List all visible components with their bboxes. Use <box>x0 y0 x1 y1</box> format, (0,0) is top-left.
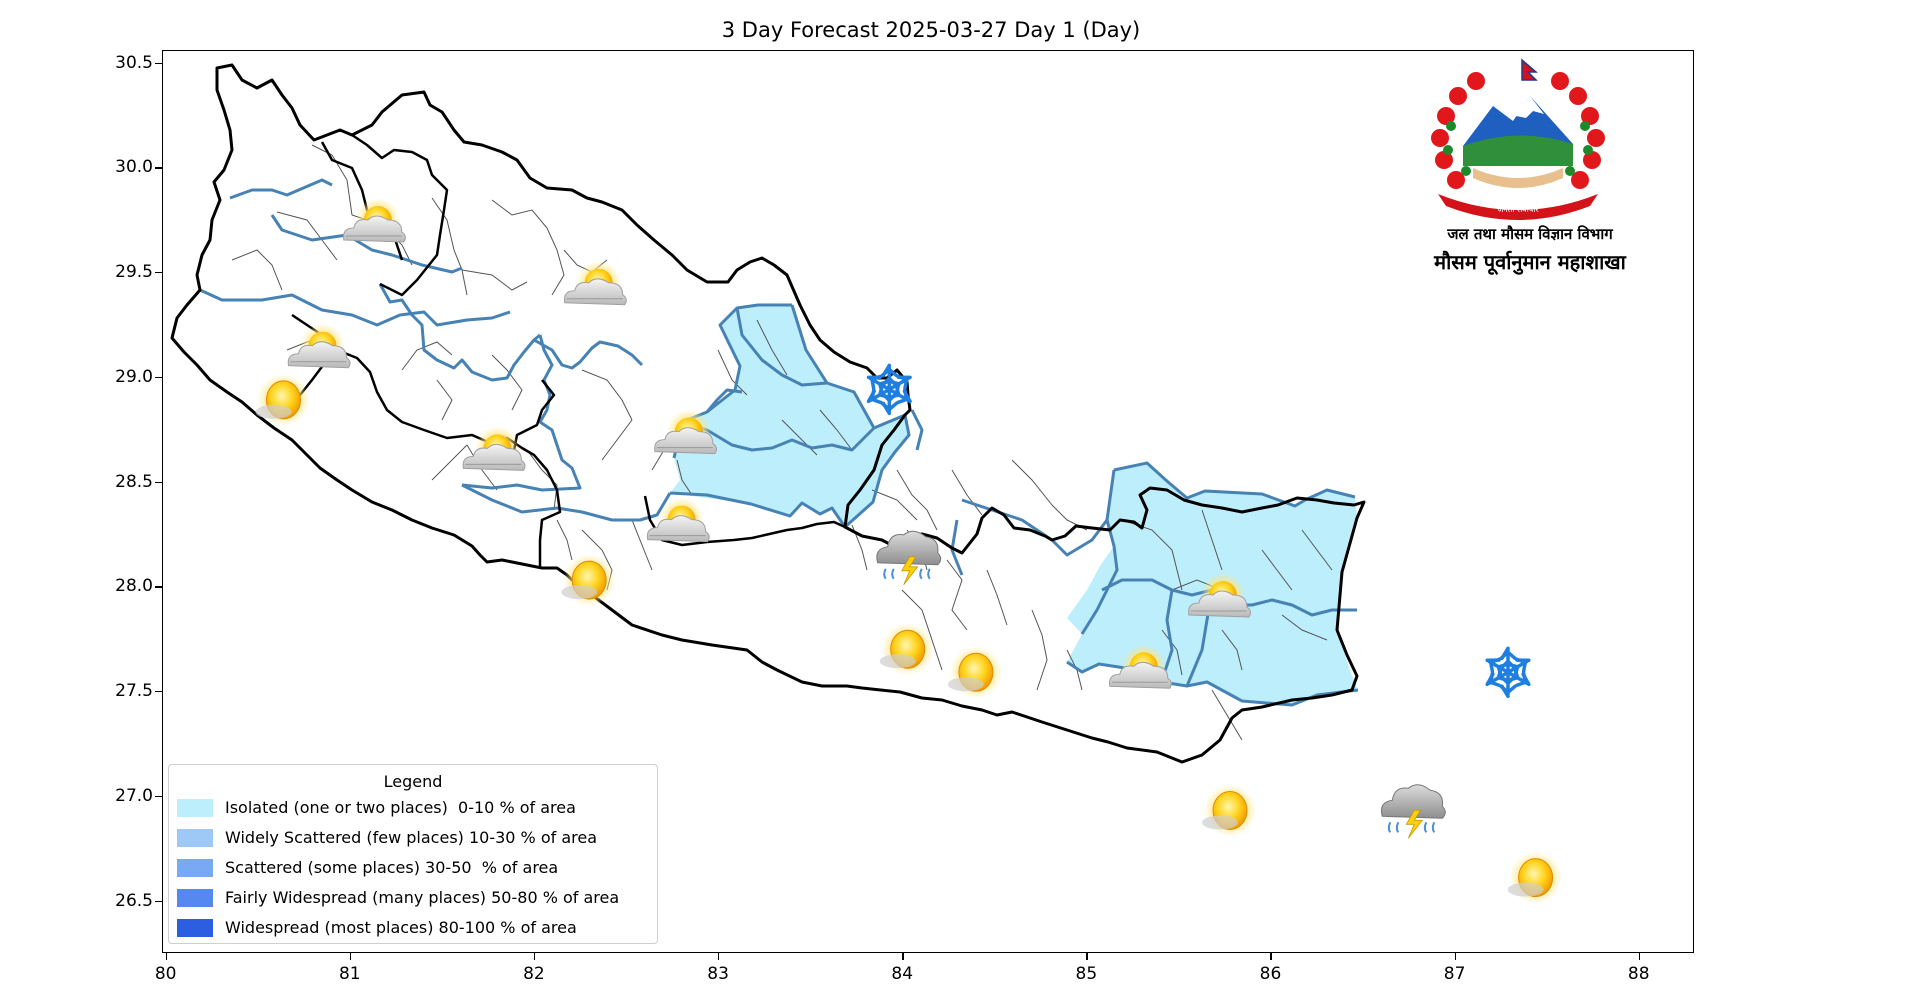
y-tick-mark <box>155 586 162 588</box>
y-tick-mark <box>155 795 162 798</box>
legend-label: Scattered (some places) 30-50 % of area <box>225 858 559 877</box>
forecast-region-gandaki <box>670 305 909 527</box>
sun-icon <box>947 646 1002 699</box>
y-tick-mark <box>155 272 162 274</box>
province-boundaries <box>199 178 1359 707</box>
wreath-flowers <box>1431 72 1605 189</box>
x-tick-mark <box>1270 953 1272 960</box>
y-tick-label: 29.0 <box>115 366 153 387</box>
y-tick-mark <box>155 167 162 169</box>
partly-cloudy-icon <box>1109 644 1172 689</box>
legend-swatch <box>177 829 213 847</box>
y-tick-label: 27.0 <box>115 785 153 806</box>
emblem-mountain <box>1463 96 1573 146</box>
legend: Legend Isolated (one or two places) 0-10… <box>168 764 658 944</box>
x-tick-mark <box>1454 953 1457 960</box>
branch-name: मौसम पूर्वानुमान महाशाखा <box>1434 250 1626 274</box>
legend-label: Widespread (most places) 80-100 % of are… <box>225 918 577 937</box>
y-tick-mark <box>155 481 162 483</box>
partly-cloudy-icon <box>646 497 710 543</box>
x-tick-mark <box>902 953 904 960</box>
nepal-border <box>170 63 1366 764</box>
nepal-map <box>170 63 1562 904</box>
x-tick-label: 80 <box>154 964 177 984</box>
thunderstorm-icon <box>876 530 942 586</box>
x-tick-label: 87 <box>1443 964 1466 984</box>
x-tick-label: 88 <box>1627 964 1650 984</box>
thunderstorm-icon <box>1380 784 1446 839</box>
x-tick-label: 82 <box>523 964 545 984</box>
x-tick-label: 81 <box>338 964 361 984</box>
chart-title: 3 Day Forecast 2025-03-27 Day 1 (Day) <box>721 18 1141 42</box>
legend-label: Fairly Widespread (many places) 50-80 % … <box>225 888 620 907</box>
x-tick-mark <box>349 953 352 960</box>
sun-icon <box>1202 784 1256 837</box>
government-emblem: जनता सर्वोपरि <box>1431 58 1605 220</box>
partly-cloudy-icon <box>563 260 627 306</box>
weather-icons <box>255 198 1562 904</box>
snowflake-icon <box>866 363 912 416</box>
partly-cloudy-icon <box>462 426 526 471</box>
x-tick-mark <box>1638 953 1641 960</box>
emblem-ribbon-text: जनता सर्वोपरि <box>1497 204 1539 214</box>
x-tick-mark <box>1086 953 1088 960</box>
legend-label: Widely Scattered (few places) 10-30 % of… <box>225 828 598 847</box>
legend-swatch <box>177 799 213 817</box>
sun-icon <box>561 554 616 607</box>
y-tick-label: 26.5 <box>115 890 153 911</box>
legend-swatch <box>177 919 213 937</box>
x-tick-mark <box>165 953 168 960</box>
sun-icon <box>255 373 310 426</box>
x-tick-mark <box>533 953 536 960</box>
snowflake-icon <box>1485 646 1531 699</box>
x-tick-label: 86 <box>1259 964 1282 984</box>
emblem-hills <box>1463 135 1573 166</box>
y-tick-label: 27.5 <box>115 681 153 702</box>
sun-icon <box>879 623 934 676</box>
partly-cloudy-icon <box>343 198 406 243</box>
partly-cloudy-icon <box>287 323 351 369</box>
y-tick-label: 30.5 <box>115 52 153 73</box>
y-tick-mark <box>155 900 162 902</box>
partly-cloudy-icon <box>654 409 717 455</box>
x-tick-mark <box>718 953 720 960</box>
sun-icon <box>1507 851 1562 904</box>
x-tick-label: 85 <box>1075 964 1098 984</box>
y-tick-mark <box>155 376 162 379</box>
y-tick-label: 29.5 <box>115 262 153 283</box>
x-tick-label: 84 <box>891 964 914 984</box>
y-tick-mark <box>155 691 162 693</box>
emblem-flag <box>1521 58 1539 81</box>
legend-title: Legend <box>383 772 443 791</box>
legend-label: Isolated (one or two places) 0-10 % of a… <box>225 798 576 817</box>
legend-swatch <box>177 859 213 877</box>
partly-cloudy-icon <box>1188 573 1251 618</box>
y-tick-label: 28.0 <box>115 576 153 597</box>
legend-swatch <box>177 889 213 907</box>
x-tick-label: 83 <box>707 964 729 984</box>
y-tick-label: 30.0 <box>115 157 153 178</box>
y-tick-mark <box>155 62 162 64</box>
y-tick-label: 28.5 <box>115 471 153 492</box>
department-name: जल तथा मौसम विज्ञान विभाग <box>1447 225 1613 243</box>
emblem-ribbon <box>1438 194 1598 220</box>
